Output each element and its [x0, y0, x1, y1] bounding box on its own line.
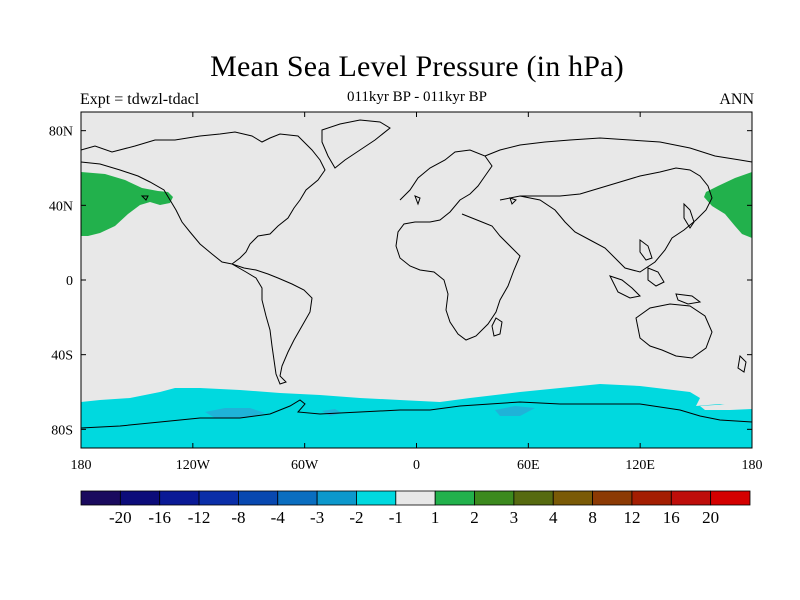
colorbar-swatch: [198, 490, 239, 506]
colorbar-label: -2: [349, 508, 363, 527]
colorbar-swatch: [474, 490, 515, 506]
colorbar-swatch: [710, 490, 751, 506]
period-label: 011kyr BP - 011kyr BP: [346, 89, 487, 105]
lon-tick-label: 180: [71, 458, 92, 473]
colorbar-swatch: [80, 490, 121, 506]
longitude-axis: 180 120W 60W 0 60E 120E 180: [71, 112, 763, 473]
colorbar: -20 -16 -12 -8 -4 -3 -2 -1 1 2 3 4 8 12 16 20: [80, 490, 751, 527]
colorbar-swatch: [277, 490, 318, 506]
colorbar-swatch: [316, 490, 357, 506]
colorbar-swatch: [238, 490, 279, 506]
colorbar-label: 16: [663, 508, 680, 527]
lon-tick-label: 60E: [517, 458, 540, 473]
colorbar-swatch: [356, 490, 397, 506]
latitude-axis: 80N 40N 0 40S 80S: [49, 125, 752, 438]
colorbar-swatch: [159, 490, 200, 506]
negative-anomaly-patch-east: [495, 406, 535, 416]
lat-tick-label: 40S: [51, 349, 73, 364]
colorbar-swatch: [552, 490, 593, 506]
colorbar-swatch: [631, 490, 672, 506]
lon-tick-label: 120W: [176, 458, 211, 473]
colorbar-label: -16: [148, 508, 171, 527]
colorbar-label: -8: [231, 508, 245, 527]
lat-tick-label: 40N: [49, 199, 73, 214]
colorbar-label: 3: [510, 508, 519, 527]
season-label: ANN: [719, 91, 754, 108]
colorbar-label: -12: [188, 508, 211, 527]
colorbar-label: 20: [702, 508, 719, 527]
colorbar-label: 1: [431, 508, 440, 527]
colorbar-swatch: [592, 490, 633, 506]
lat-tick-label: 80S: [51, 423, 73, 438]
anomaly-fields: [81, 172, 752, 448]
positive-anomaly-north-pacific-east: [704, 172, 752, 238]
experiment-label: Expt = tdwzl-tdacl: [80, 91, 200, 108]
lat-tick-label: 0: [66, 274, 73, 289]
colorbar-swatch: [119, 490, 161, 506]
lon-tick-label: 120E: [625, 458, 655, 473]
colorbar-label: 8: [588, 508, 597, 527]
lat-tick-label: 80N: [49, 125, 73, 140]
colorbar-label: 12: [623, 508, 640, 527]
colorbar-swatch: [670, 490, 712, 506]
lon-tick-label: 0: [413, 458, 420, 473]
chart-title: Mean Sea Level Pressure (in hPa): [210, 50, 624, 83]
colorbar-label: 4: [549, 508, 558, 527]
colorbar-label: 2: [470, 508, 479, 527]
colorbar-label: -1: [389, 508, 403, 527]
lon-tick-label: 60W: [291, 458, 319, 473]
colorbar-label: -4: [271, 508, 286, 527]
lon-tick-label: 180: [742, 458, 763, 473]
coastlines: [80, 119, 753, 429]
colorbar-swatch: [513, 490, 554, 506]
colorbar-label: -3: [310, 508, 324, 527]
positive-anomaly-north-pacific-west: [81, 172, 173, 236]
colorbar-swatch: [434, 490, 475, 506]
negative-anomaly-patch-west: [205, 408, 265, 418]
colorbar-label: -20: [109, 508, 132, 527]
negative-anomaly-southern-ocean: [81, 384, 752, 448]
colorbar-swatch: [395, 490, 436, 506]
